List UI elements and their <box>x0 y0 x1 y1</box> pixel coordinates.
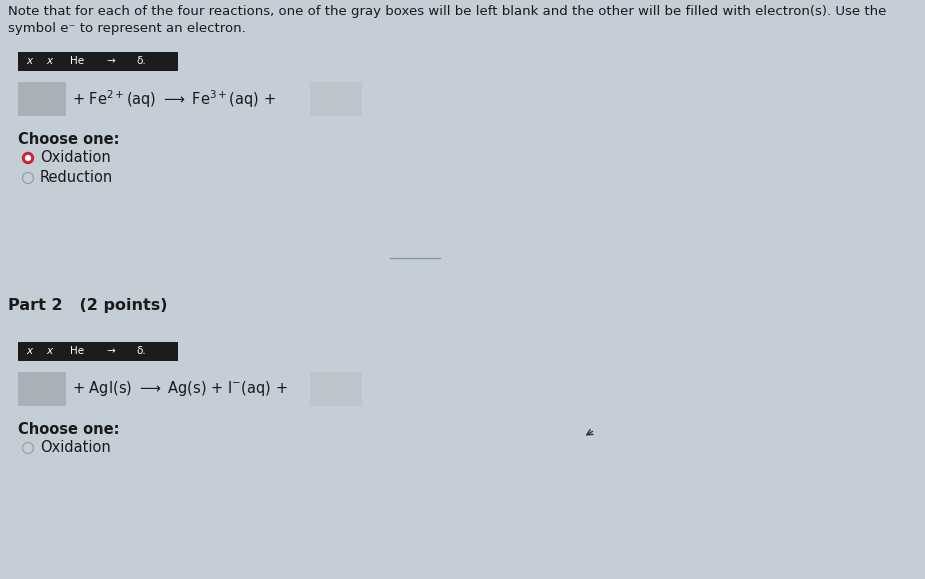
Text: x: x <box>46 346 52 357</box>
Circle shape <box>22 442 33 453</box>
Text: Oxidation: Oxidation <box>40 151 111 166</box>
Text: Choose one:: Choose one: <box>18 132 119 147</box>
Bar <box>310 372 362 406</box>
Bar <box>18 52 178 71</box>
Bar <box>18 82 66 116</box>
Text: δ.: δ. <box>136 57 146 67</box>
Text: + AgI(s) $\longrightarrow$ Ag(s) + I$^{-}$(aq) +: + AgI(s) $\longrightarrow$ Ag(s) + I$^{-… <box>72 379 288 398</box>
Text: + Fe$^{2+}$(aq) $\longrightarrow$ Fe$^{3+}$(aq) +: + Fe$^{2+}$(aq) $\longrightarrow$ Fe$^{3… <box>72 88 276 110</box>
Text: x: x <box>26 57 32 67</box>
Bar <box>18 372 66 406</box>
Text: symbol e⁻ to represent an electron.: symbol e⁻ to represent an electron. <box>8 22 246 35</box>
Text: δ.: δ. <box>136 346 146 357</box>
Text: Part 2   (2 points): Part 2 (2 points) <box>8 298 167 313</box>
Text: Oxidation: Oxidation <box>40 441 111 456</box>
Text: x: x <box>46 57 52 67</box>
Bar <box>310 82 362 116</box>
Text: x: x <box>26 346 32 357</box>
Circle shape <box>22 152 33 163</box>
Bar <box>18 342 178 361</box>
Text: →: → <box>106 57 115 67</box>
Text: →: → <box>106 346 115 357</box>
Text: Choose one:: Choose one: <box>18 422 119 437</box>
Circle shape <box>22 173 33 184</box>
Text: He: He <box>70 57 84 67</box>
Text: Reduction: Reduction <box>40 170 113 185</box>
Text: He: He <box>70 346 84 357</box>
Circle shape <box>26 156 31 160</box>
Text: Note that for each of the four reactions, one of the gray boxes will be left bla: Note that for each of the four reactions… <box>8 5 886 18</box>
